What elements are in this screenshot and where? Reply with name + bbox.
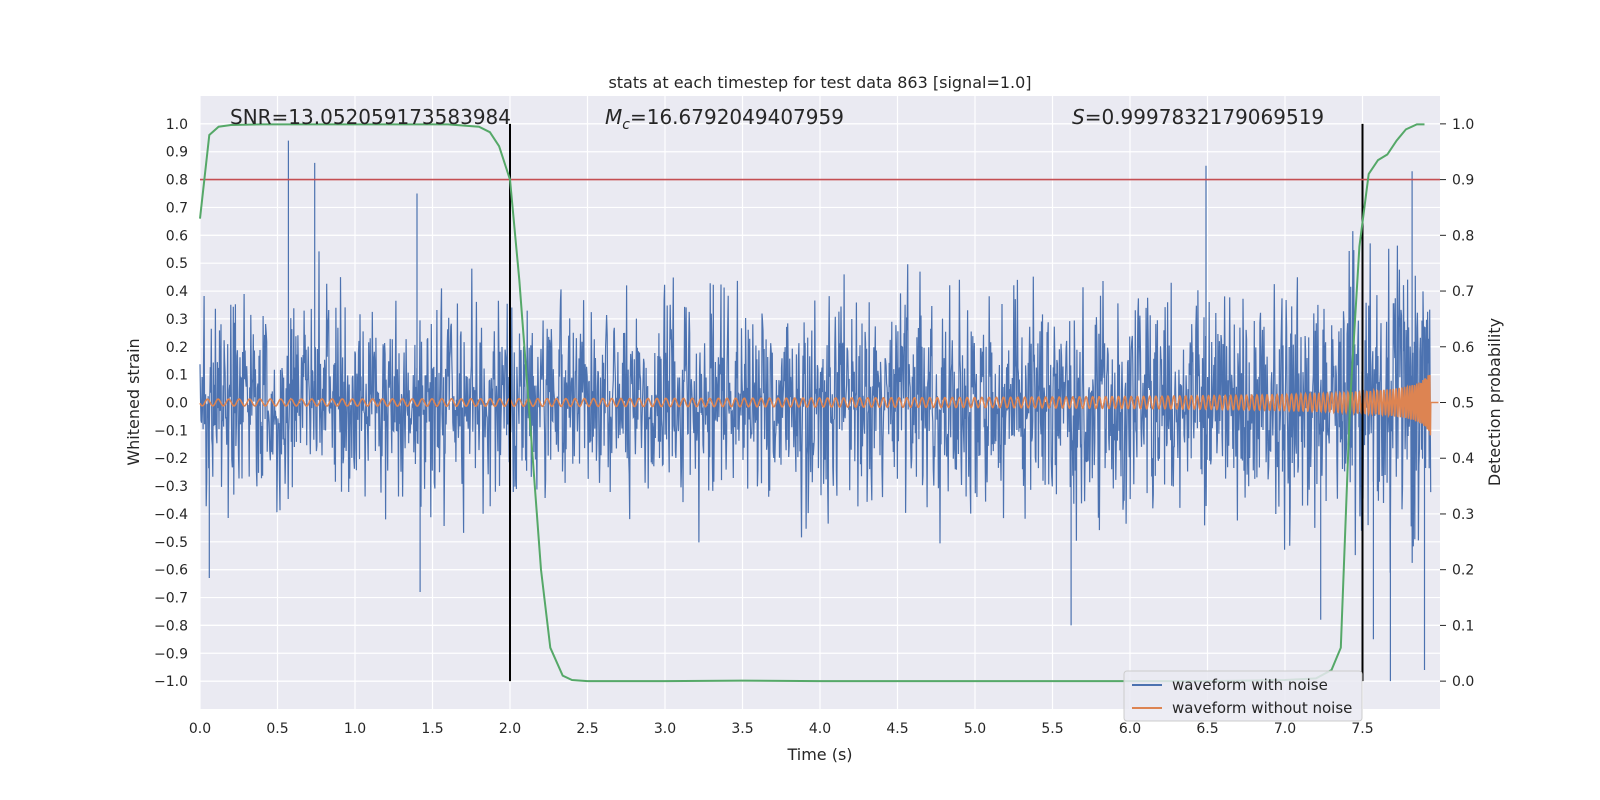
y-tick-label: 0.3 bbox=[166, 312, 188, 328]
y-tick-label: 0.8 bbox=[166, 173, 188, 189]
y-tick-label: 0.2 bbox=[166, 340, 188, 356]
x-tick-label: 3.0 bbox=[654, 721, 676, 737]
legend-label-waveform-with-noise: waveform with noise bbox=[1172, 676, 1328, 694]
y-tick-label: −0.2 bbox=[154, 451, 188, 467]
y-tick-label: 0.0 bbox=[166, 396, 188, 412]
x-tick-label: 5.5 bbox=[1041, 721, 1063, 737]
chirp-mass-symbol: M bbox=[605, 105, 622, 129]
y-tick-label: −0.6 bbox=[154, 563, 188, 579]
snr-annotation: SNR=13.052059173583984 bbox=[230, 105, 511, 129]
clean-waveform-line bbox=[199, 374, 1439, 436]
significance-value: =0.9997832179069519 bbox=[1085, 105, 1324, 129]
y2-tick-label: 0.0 bbox=[1452, 674, 1474, 690]
x-tick-label: 5.0 bbox=[964, 721, 986, 737]
series-detection-probability bbox=[199, 123, 1425, 683]
chart-title: stats at each timestep for test data 863… bbox=[608, 73, 1031, 92]
x-tick-label: 0.0 bbox=[189, 721, 211, 737]
probability-line bbox=[199, 123, 1425, 683]
chirp-mass-subscript: c bbox=[622, 117, 630, 133]
chirp-mass-value: =16.6792049407959 bbox=[630, 105, 844, 129]
y-tick-label: −0.7 bbox=[154, 591, 188, 607]
x-tick-label: 6.5 bbox=[1196, 721, 1218, 737]
y2-tick-label: 0.8 bbox=[1452, 228, 1474, 244]
y-tick-label: 0.7 bbox=[166, 200, 188, 216]
y-tick-label: −0.3 bbox=[154, 479, 188, 495]
y2-tick-label: 0.6 bbox=[1452, 340, 1474, 356]
legend-box bbox=[1123, 670, 1363, 722]
x-tick-label: 7.5 bbox=[1351, 721, 1373, 737]
x-tick-label: 2.5 bbox=[576, 721, 598, 737]
y-tick-label: −0.8 bbox=[154, 618, 188, 634]
legend: waveform with noise waveform without noi… bbox=[1123, 670, 1363, 722]
legend-label-waveform-without-noise: waveform without noise bbox=[1172, 699, 1352, 717]
y-tick-label: −1.0 bbox=[154, 674, 188, 690]
y2-tick-label: 0.3 bbox=[1452, 507, 1474, 523]
x-tick-label: 1.5 bbox=[421, 721, 443, 737]
x-tick-label: 2.0 bbox=[499, 721, 521, 737]
y-tick-label: −0.5 bbox=[154, 535, 188, 551]
x-tick-labels: 0.0 0.5 1.0 1.5 2.0 2.5 3.0 3.5 4.0 4.5 5.0 5.5 6.0 6… bbox=[189, 721, 1374, 737]
x-tick-label: 4.0 bbox=[809, 721, 831, 737]
noisy-waveform-line bbox=[199, 140, 1432, 682]
y-tick-label: 0.6 bbox=[166, 228, 188, 244]
series-waveform-with-noise bbox=[199, 140, 1432, 682]
y2-tick-label: 1.0 bbox=[1452, 117, 1474, 133]
x-tick-label: 0.5 bbox=[266, 721, 288, 737]
chirp-mass-annotation: Mc=16.6792049407959 bbox=[605, 105, 844, 133]
y2-tick-label: 0.4 bbox=[1452, 451, 1474, 467]
y-tick-label: −0.1 bbox=[154, 423, 188, 439]
y-tick-labels: 1.0 0.9 0.8 0.7 0.6 0.5 0.4 0.3 0.2 0.1 0.0 −0.1 −0.… bbox=[154, 117, 188, 690]
y-axis-label: Whitened strain bbox=[124, 338, 143, 465]
x-axis-label: Time (s) bbox=[786, 745, 852, 764]
x-tick-label: 1.0 bbox=[344, 721, 366, 737]
y-tick-label: 0.1 bbox=[166, 368, 188, 384]
y2-tick-labels: 1.0 0.9 0.8 0.7 0.6 0.5 0.4 0.3 0.2 0.1 0.0 bbox=[1440, 117, 1474, 690]
x-tick-label: 6.0 bbox=[1119, 721, 1141, 737]
x-tick-label: 7.0 bbox=[1274, 721, 1296, 737]
significance-symbol: S bbox=[1072, 105, 1085, 129]
y2-tick-label: 0.2 bbox=[1452, 563, 1474, 579]
series-waveform-without-noise bbox=[199, 374, 1439, 436]
y2-tick-label: 0.1 bbox=[1452, 618, 1474, 634]
y-tick-label: 1.0 bbox=[166, 117, 188, 133]
y-tick-label: 0.5 bbox=[166, 256, 188, 272]
y2-axis-label: Detection probability bbox=[1485, 318, 1504, 486]
y2-tick-label: 0.7 bbox=[1452, 284, 1474, 300]
significance-annotation: S=0.9997832179069519 bbox=[1072, 105, 1324, 129]
y-tick-label: 0.9 bbox=[166, 145, 188, 161]
y-tick-label: 0.4 bbox=[166, 284, 188, 300]
y-tick-label: −0.4 bbox=[154, 507, 188, 523]
x-tick-label: 3.5 bbox=[731, 721, 753, 737]
y2-tick-label: 0.9 bbox=[1452, 173, 1474, 189]
y2-tick-label: 0.5 bbox=[1452, 396, 1474, 412]
x-tick-label: 4.5 bbox=[886, 721, 908, 737]
y-tick-label: −0.9 bbox=[154, 646, 188, 662]
